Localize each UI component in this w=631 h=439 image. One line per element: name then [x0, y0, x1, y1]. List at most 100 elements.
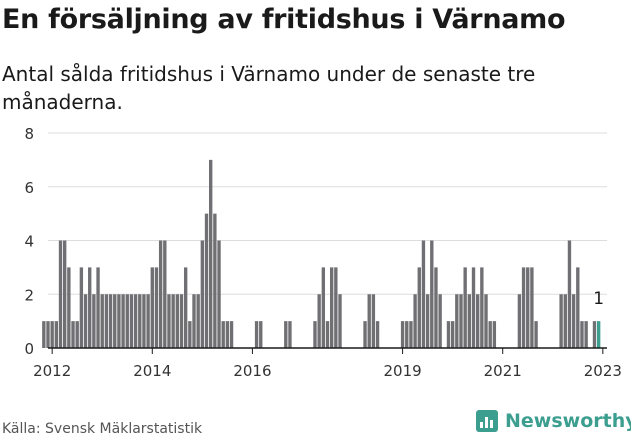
bar [67, 267, 71, 348]
bar [284, 321, 288, 348]
bar [375, 321, 380, 348]
bar [188, 321, 192, 348]
bar [213, 213, 217, 348]
bar [367, 294, 371, 348]
y-tick-label: 4 [24, 233, 34, 251]
x-tick-label: 2014 [133, 362, 171, 380]
y-tick-label: 0 [24, 340, 34, 358]
bar [576, 267, 580, 348]
bar [430, 240, 434, 348]
bar [480, 267, 484, 348]
bar [288, 321, 292, 348]
bar [455, 294, 459, 348]
bar [313, 321, 317, 348]
bar [183, 267, 188, 348]
bar [75, 321, 79, 348]
x-tick-label: 2012 [33, 362, 71, 380]
bar [559, 294, 563, 348]
bar [179, 294, 184, 348]
bar [63, 240, 67, 348]
bar [196, 294, 200, 348]
bar [209, 159, 213, 348]
bar [154, 267, 159, 348]
bar [463, 267, 467, 348]
x-tick-label: 2019 [383, 362, 421, 380]
bar [563, 294, 567, 348]
bar [146, 294, 150, 348]
bar [334, 267, 338, 348]
bar [259, 321, 263, 348]
bar [175, 294, 180, 348]
brand-name: Newsworthy [505, 410, 631, 432]
bar [42, 321, 46, 348]
bar [46, 321, 50, 348]
bar [459, 294, 463, 348]
bar [409, 321, 413, 348]
bar [100, 294, 104, 348]
bar [405, 321, 409, 348]
bar [171, 294, 175, 348]
y-tick-label: 8 [24, 125, 34, 143]
x-tick-label: 2023 [584, 362, 622, 380]
bar [521, 267, 526, 348]
bar [434, 267, 438, 348]
bar [363, 321, 367, 348]
chart-subtitle: Antal sålda fritidshus i Värnamo under d… [2, 62, 536, 114]
bar [592, 321, 597, 348]
bar [108, 294, 113, 348]
bar [50, 321, 54, 348]
bar [517, 294, 522, 348]
bar [88, 267, 92, 348]
bar [584, 321, 588, 348]
bar [321, 267, 326, 348]
bar [596, 321, 601, 348]
bar [325, 321, 330, 348]
bar [83, 294, 88, 348]
bar [92, 294, 96, 348]
bar [58, 240, 63, 348]
bar [229, 321, 234, 348]
bar [567, 240, 572, 348]
bar [121, 294, 125, 348]
bar [400, 321, 405, 348]
bar [371, 294, 376, 348]
bar [446, 321, 451, 348]
bar [317, 294, 321, 348]
bar [129, 294, 134, 348]
bar [204, 213, 209, 348]
bar [200, 240, 205, 348]
bar [96, 267, 100, 348]
bar [217, 240, 221, 348]
bar [438, 294, 442, 348]
bar [192, 294, 196, 348]
bar [133, 294, 138, 348]
bar [71, 321, 75, 348]
bar-chart-icon [476, 410, 498, 432]
bar [484, 294, 488, 348]
bar [534, 321, 538, 348]
bar [526, 267, 530, 348]
last-value-label: 1 [593, 289, 604, 309]
x-tick-label: 2016 [233, 362, 271, 380]
bar [125, 294, 129, 348]
bar [571, 294, 576, 348]
bar [467, 294, 472, 348]
bar [54, 321, 59, 348]
bar [492, 321, 497, 348]
bar [425, 294, 430, 348]
bar [221, 321, 225, 348]
bar [104, 294, 109, 348]
bar [167, 294, 171, 348]
bar [421, 240, 426, 348]
bar [329, 267, 334, 348]
bar [163, 240, 167, 348]
bar [142, 294, 146, 348]
bar [138, 294, 142, 348]
bar [530, 267, 534, 348]
source-text: Källa: Svensk Mäklarstatistik [2, 421, 203, 437]
bar [580, 321, 584, 348]
chart-title: En försäljning av fritidshus i Värnamo [2, 4, 566, 35]
y-tick-label: 6 [24, 179, 34, 197]
bar [79, 267, 84, 348]
